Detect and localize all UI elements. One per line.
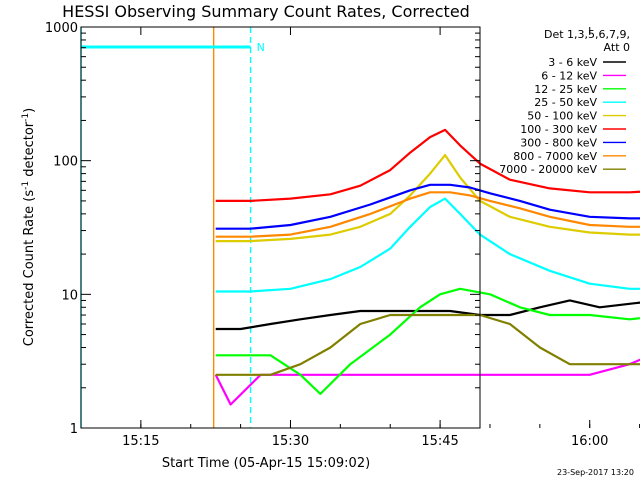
y-axis-label-sup1: -1: [21, 181, 31, 190]
y-axis-label-part3: ): [22, 108, 37, 113]
legend-label-2: 12 - 25 keV: [534, 83, 597, 96]
y-tick-label-1: 10: [61, 288, 78, 303]
series-line-8: [215, 313, 640, 376]
legend-label-6: 300 - 800 keV: [520, 136, 597, 149]
y-tick-label-2: 100: [53, 155, 78, 170]
plot-frame: [80, 26, 481, 429]
legend-label-0: 3 - 6 keV: [548, 56, 597, 69]
x-tick-label-3: 16:00: [571, 434, 608, 449]
flag-label-N: N: [257, 41, 265, 54]
series-line-7: [215, 191, 640, 238]
y-tick-label-0: 1: [70, 422, 78, 437]
y-axis-label-part1: Corrected Count Rate (s: [22, 190, 37, 347]
y-axis-label: Corrected Count Rate (s-1 detector-1): [21, 108, 37, 346]
series-line-1: [214, 358, 640, 406]
legend-label-5: 100 - 300 keV: [520, 123, 597, 136]
y-axis-label-sup2: -1: [21, 113, 31, 122]
legend-header-1: Att 0: [604, 41, 630, 54]
x-axis-label: Start Time (05-Apr-15 15:09:02): [162, 456, 370, 471]
legend-label-8: 7000 - 20000 keV: [499, 163, 597, 176]
y-tick-label-3: 1000: [45, 21, 78, 36]
timestamp: 23-Sep-2017 13:20: [557, 468, 634, 477]
legend-label-3: 25 - 50 keV: [534, 96, 597, 109]
legend-label-1: 6 - 12 keV: [541, 69, 597, 82]
x-tick-label-0: 15:15: [122, 434, 159, 449]
series-line-6: [215, 183, 640, 230]
legend-label-4: 50 - 100 keV: [527, 110, 597, 123]
axes: 15:1515:3015:4516:0016:1516:3016:4511010…: [45, 21, 640, 449]
x-tick-label-1: 15:30: [272, 434, 309, 449]
x-tick-label-2: 15:45: [421, 434, 458, 449]
legend-label-7: 800 - 7000 keV: [513, 150, 597, 163]
series-line-0: [215, 299, 640, 331]
legend-header-0: Det 1,3,5,6,7,9,: [544, 28, 630, 41]
y-axis-label-part2: detector: [22, 121, 37, 181]
chart-title: HESSI Observing Summary Count Rates, Cor…: [62, 2, 470, 21]
series-line-2: [215, 287, 640, 395]
